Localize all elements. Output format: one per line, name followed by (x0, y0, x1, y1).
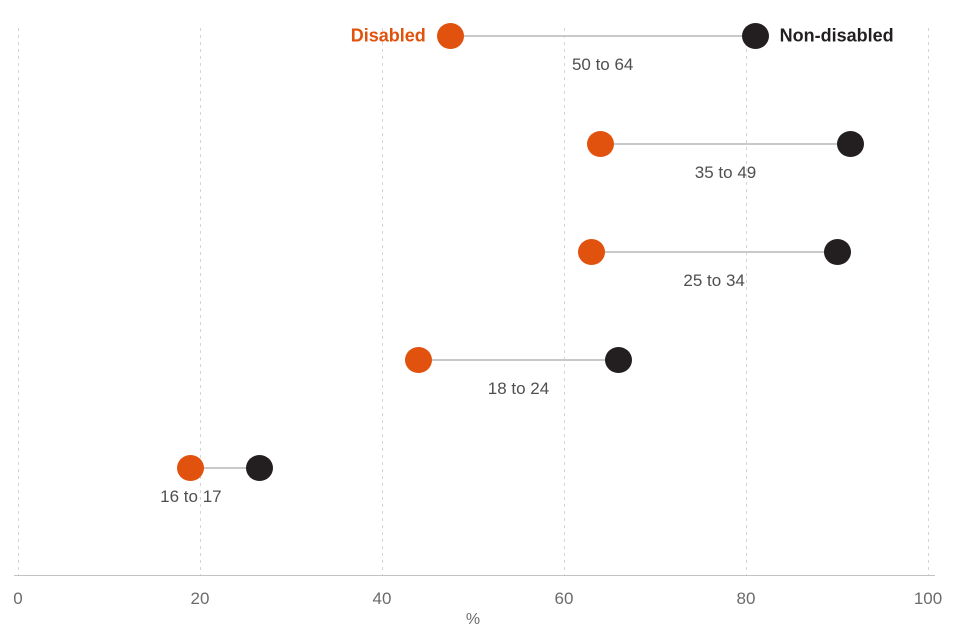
non-disabled-dot (245, 454, 273, 481)
connector-line (190, 466, 260, 469)
x-tick-label: 80 (736, 589, 756, 608)
category-label: 50 to 64 (571, 55, 634, 74)
category-label: 35 to 49 (694, 162, 757, 182)
disabled-dot (577, 238, 605, 265)
non-disabled-dot (837, 130, 865, 157)
connector-line (600, 142, 851, 145)
x-axis-line (14, 575, 935, 576)
legend-disabled-label: Disabled (350, 25, 426, 46)
gridline (745, 28, 747, 575)
legend-non-disabled-label: Non-disabled (779, 25, 894, 46)
gridline (927, 28, 929, 575)
disabled-dot (586, 130, 614, 157)
category-label: 16 to 17 (160, 486, 222, 506)
disabled-dot (177, 454, 205, 481)
non-disabled-dot (741, 23, 769, 49)
connector-line (418, 358, 619, 361)
gridline (563, 28, 565, 575)
gridline (381, 28, 383, 575)
disabled-dot (404, 346, 432, 373)
category-label: 25 to 34 (683, 270, 745, 290)
category-label: 18 to 24 (487, 378, 550, 398)
x-tick-label: 40 (372, 589, 392, 608)
non-disabled-dot (823, 238, 851, 265)
disabled-dot (436, 23, 464, 49)
gridline (199, 28, 201, 575)
non-disabled-dot (605, 346, 633, 373)
x-tick-label: 100 (913, 589, 943, 608)
connector-line (591, 250, 837, 253)
x-tick-label: 0 (13, 589, 23, 608)
x-tick-label: 60 (554, 589, 574, 608)
connector-line (450, 35, 756, 37)
x-tick-label: 20 (190, 589, 210, 608)
x-axis-title: % (465, 611, 481, 628)
gridline (17, 28, 19, 575)
